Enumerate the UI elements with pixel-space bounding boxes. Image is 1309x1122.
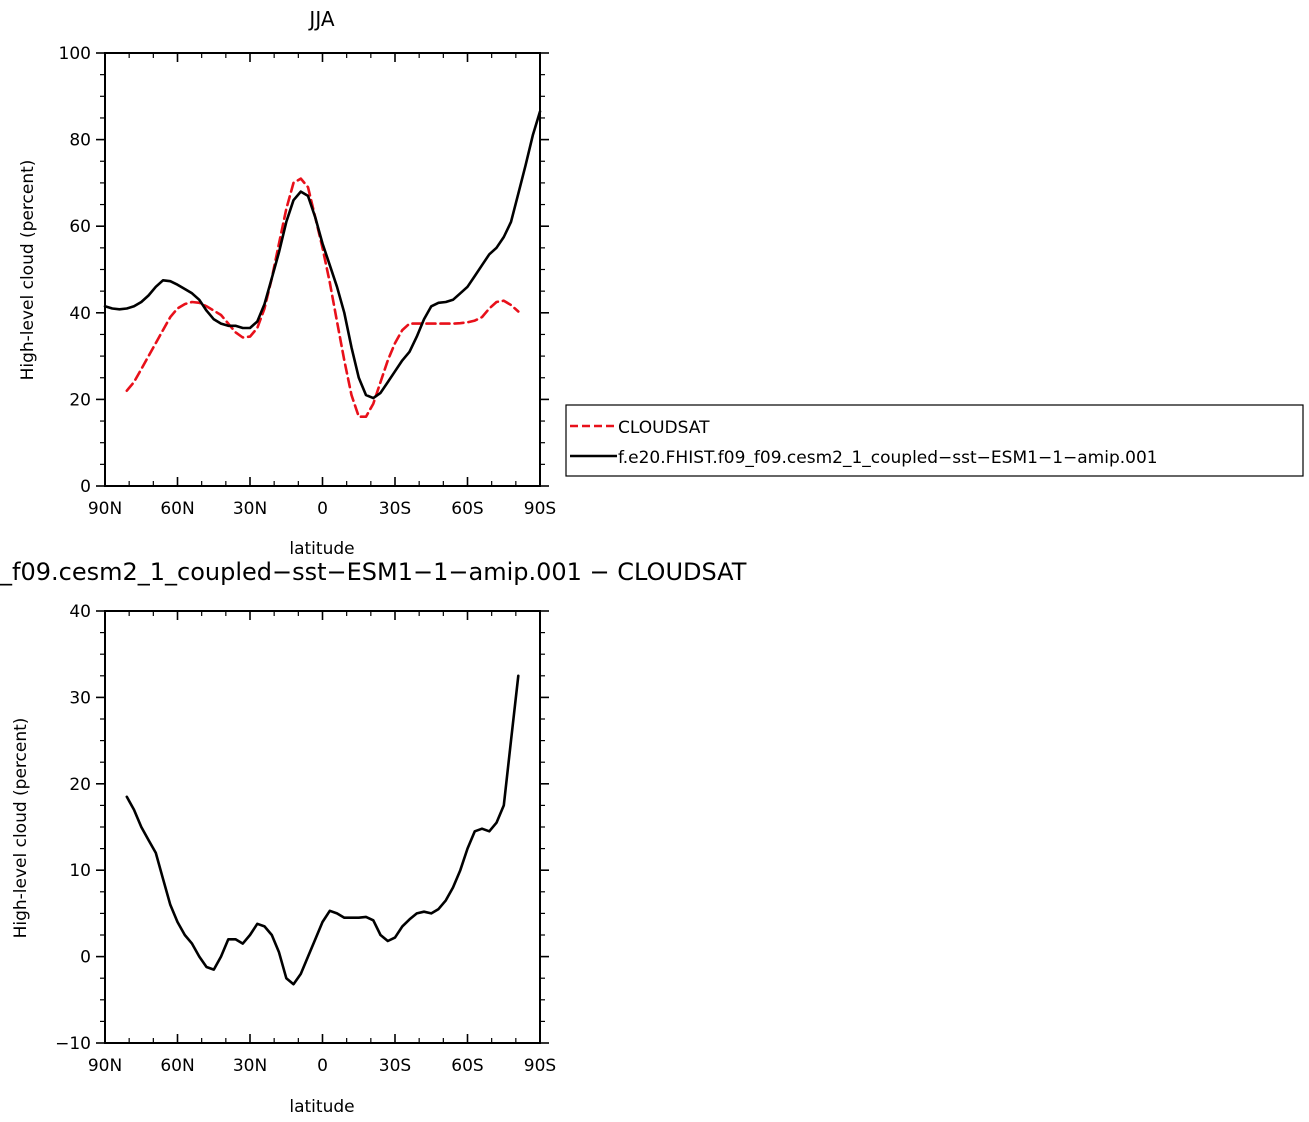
legend-cloudsat-label: CLOUDSAT	[618, 418, 710, 438]
legend-box	[565, 404, 1304, 477]
bottom-x-tick-label: 60S	[451, 1056, 483, 1076]
bottom-x-tick-label: 90N	[88, 1056, 122, 1076]
top-series-model-line	[103, 110, 542, 400]
bottom-y-tick-label: 20	[69, 775, 91, 795]
legend: CLOUDSAT f.e20.FHIST.f09_f09.cesm2_1_cou…	[565, 404, 1304, 477]
top-y-tick-label: 60	[69, 217, 91, 237]
top-y-tick-label: 0	[80, 477, 91, 497]
bottom-x-tick-label: 60N	[160, 1056, 194, 1076]
bottom-series-model-line	[125, 674, 520, 986]
top-y-axis-label: High-level cloud (percent)	[18, 160, 38, 381]
bottom-x-tick-label: 30N	[233, 1056, 267, 1076]
top-x-tick-label: 90S	[524, 499, 556, 519]
top-y-tick-label: 40	[69, 304, 91, 324]
top-x-tick-label: 30S	[379, 499, 411, 519]
bottom-chart-frame	[104, 610, 541, 1044]
top-y-tick-label: 100	[59, 44, 91, 64]
bottom-y-tick-label: 30	[69, 688, 91, 708]
top-panel: JJA 90N 60N 30N 0 30S 60S 90S 0 20 40 60 80 100 lati…	[18, 7, 556, 559]
bottom-x-tick-label: 90S	[524, 1056, 556, 1076]
top-y-tick-label: 80	[69, 131, 91, 151]
top-chart-title: JJA	[307, 7, 334, 31]
bottom-chart-title: _f09.cesm2_1_coupled−sst−ESM1−1−amip.001…	[0, 558, 747, 586]
bottom-x-tick-label: 0	[317, 1056, 328, 1076]
bottom-chart-series	[125, 674, 520, 986]
top-x-axis-label: latitude	[289, 539, 354, 559]
bottom-x-axis-label: latitude	[289, 1097, 354, 1117]
legend-model-label: f.e20.FHIST.f09_f09.cesm2_1_coupled−sst−…	[618, 448, 1158, 468]
bottom-y-axis-label: High-level cloud (percent)	[11, 718, 31, 939]
bottom-y-tick-label: 10	[69, 861, 91, 881]
top-x-tick-label: 60S	[451, 499, 483, 519]
bottom-y-tick-label: 40	[69, 602, 91, 622]
top-y-tick-label: 20	[69, 390, 91, 410]
bottom-y-tick-label: −10	[55, 1034, 91, 1054]
top-chart-ticks: 90N 60N 30N 0 30S 60S 90S 0 20 40 60 80 100	[59, 44, 557, 519]
top-series-cloudsat-line	[125, 177, 520, 419]
bottom-x-tick-label: 30S	[379, 1056, 411, 1076]
top-x-tick-label: 30N	[233, 499, 267, 519]
top-chart-frame	[104, 52, 541, 487]
top-chart-series	[103, 110, 542, 419]
bottom-y-tick-label: 0	[80, 948, 91, 968]
top-x-tick-label: 90N	[88, 499, 122, 519]
top-x-tick-label: 0	[317, 499, 328, 519]
top-x-tick-label: 60N	[160, 499, 194, 519]
bottom-panel: _f09.cesm2_1_coupled−sst−ESM1−1−amip.001…	[0, 558, 747, 1117]
bottom-chart-ticks: 90N 60N 30N 0 30S 60S 90S −10 0 10 20 30 40	[55, 602, 556, 1076]
